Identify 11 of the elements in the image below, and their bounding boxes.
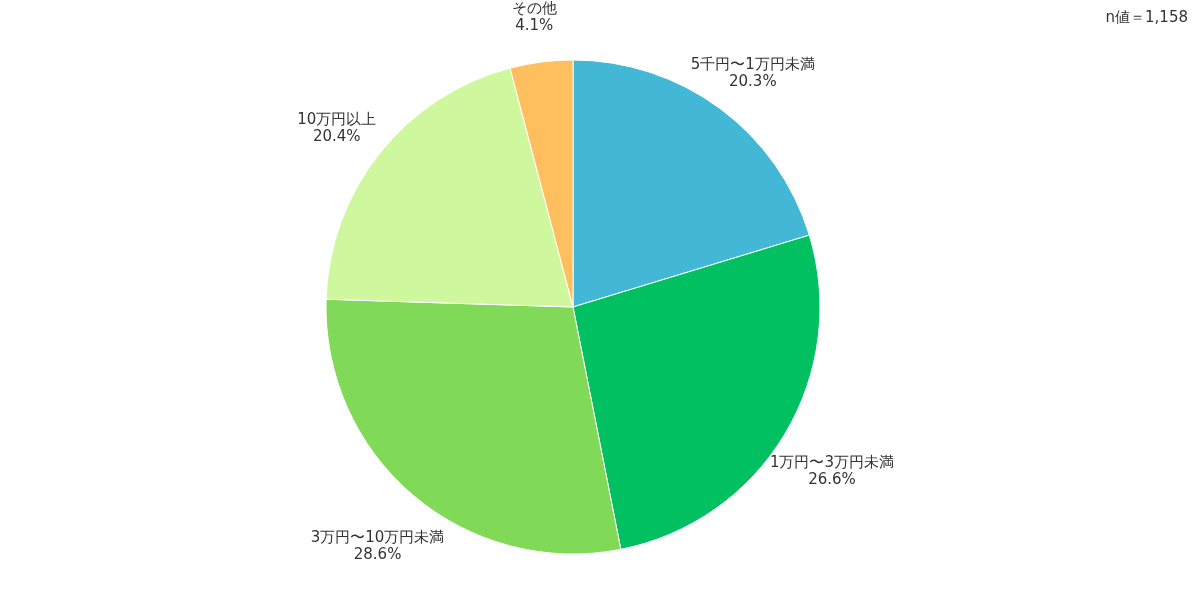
data-label: 4.1%: [515, 15, 554, 34]
slice-label: 3万円〜10万円未満: [310, 528, 445, 547]
text: n値＝1,158: [1105, 8, 1188, 26]
slice-label: その他: [511, 0, 557, 17]
slice-label: 5千円〜1万円未満: [690, 55, 815, 74]
data-label: 28.6%: [353, 545, 402, 564]
slice-label: 1万円〜3万円未満: [769, 453, 895, 472]
slice-label: 10万円以上: [297, 109, 377, 128]
data-label: 20.4%: [312, 126, 361, 145]
data-label: 26.6%: [808, 470, 856, 489]
data-label: 20.3%: [728, 72, 777, 91]
